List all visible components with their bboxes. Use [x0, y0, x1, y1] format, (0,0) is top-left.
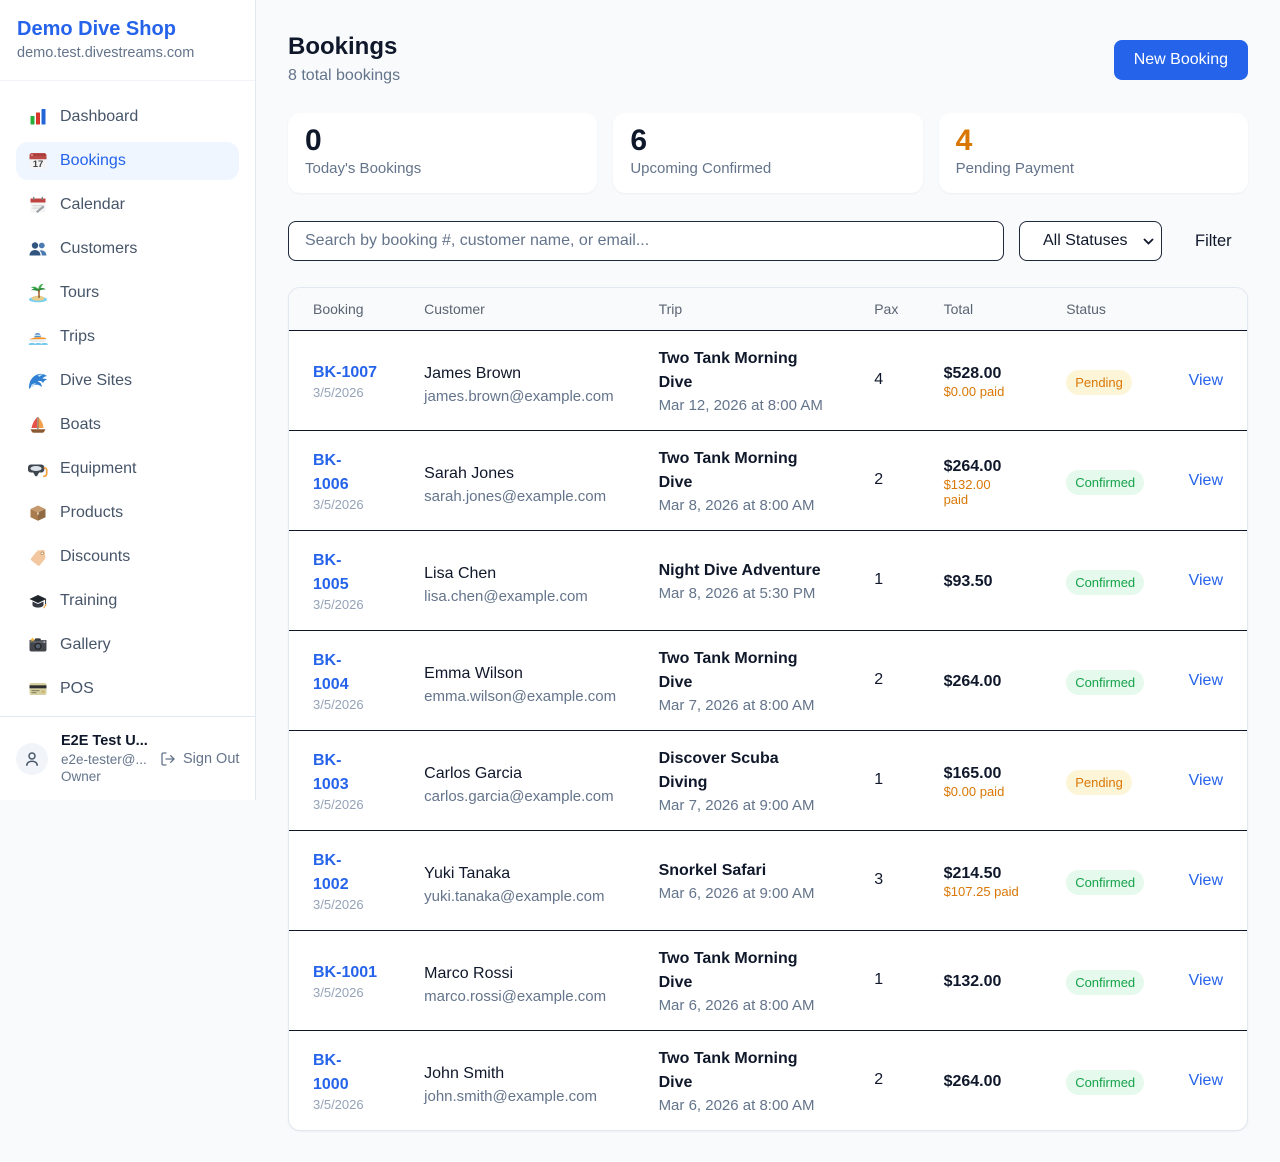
svg-text:17: 17: [33, 159, 44, 170]
